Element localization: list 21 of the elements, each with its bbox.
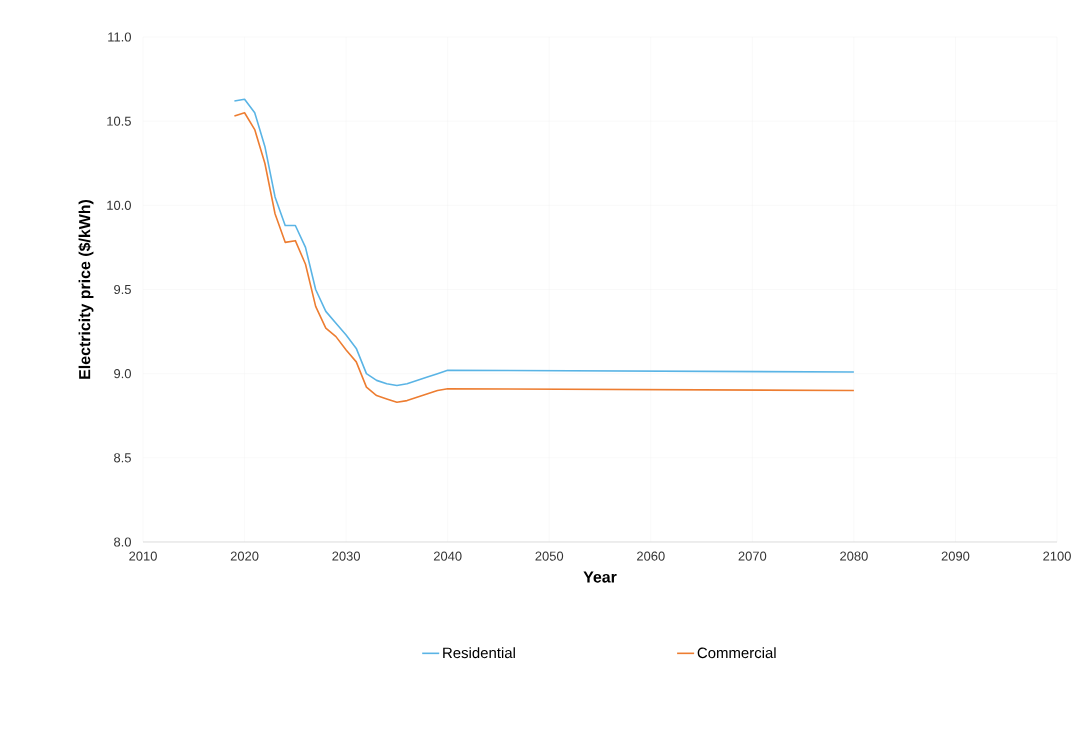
y-tick-label: 11.0: [108, 32, 131, 42]
y-tick-label: 10.0: [107, 200, 131, 210]
x-tick-label: 2020: [230, 551, 259, 561]
legend-label: Residential: [443, 647, 515, 659]
x-tick-label: 2030: [332, 551, 361, 561]
y-axis-title: Electricity price ($/kWh): [78, 199, 94, 379]
y-tick-label: 8.0: [114, 537, 131, 547]
x-tick-label: 2050: [535, 551, 564, 561]
legend-label: Commercial: [697, 647, 776, 659]
x-tick-label: 2100: [1043, 551, 1071, 561]
x-tick-label: 2070: [738, 551, 767, 561]
x-axis-title: Year: [583, 571, 617, 583]
x-tick-label: 2090: [941, 551, 970, 561]
y-tick-label: 9.0: [114, 369, 131, 379]
y-tick-label: 8.5: [114, 453, 131, 463]
x-tick-label: 2060: [637, 551, 665, 561]
x-tick-label: 2080: [840, 551, 868, 561]
y-tick-label: 9.5: [114, 284, 131, 295]
x-tick-label: 2040: [433, 551, 462, 561]
y-tick-label: 10.5: [107, 116, 131, 126]
x-tick-label: 2010: [129, 551, 157, 561]
